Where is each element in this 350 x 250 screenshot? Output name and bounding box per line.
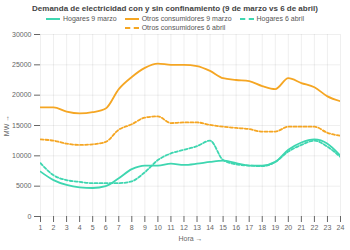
html-text:Otros consumidores 6 abril: Otros consumidores 6 abril (141, 24, 226, 31)
svg-text:24: 24 (337, 224, 345, 231)
svg-text:10: 10 (154, 224, 162, 231)
svg-text:5: 5 (91, 224, 95, 231)
svg-text:2: 2 (52, 224, 56, 231)
svg-text:23: 23 (324, 224, 332, 231)
html-text:Hogares 9 marzo: Hogares 9 marzo (63, 15, 117, 22)
svg-text:19: 19 (271, 224, 279, 231)
svg-text:20000: 20000 (12, 91, 32, 98)
svg-text:12: 12 (180, 224, 188, 231)
html-text:Hogares 6 abril: Hogares 6 abril (256, 15, 304, 22)
svg-text:MW →: MW → (3, 115, 10, 136)
html-text:Otros consumidores 9 marzo: Otros consumidores 9 marzo (141, 15, 232, 22)
svg-text:10000: 10000 (12, 152, 32, 159)
svg-text:9: 9 (143, 224, 147, 231)
svg-text:20: 20 (284, 224, 292, 231)
svg-text:18: 18 (258, 224, 266, 231)
svg-text:25000: 25000 (12, 61, 32, 68)
svg-text:1: 1 (39, 224, 43, 231)
svg-text:8: 8 (130, 224, 134, 231)
html-text:Demanda de electricidad con y: Demanda de electricidad con y sin confin… (32, 4, 318, 13)
svg-text:3: 3 (65, 224, 69, 231)
svg-text:13: 13 (193, 224, 201, 231)
svg-text:30000: 30000 (12, 31, 32, 38)
svg-text:11: 11 (167, 224, 174, 231)
svg-text:14: 14 (206, 224, 214, 231)
svg-text:4: 4 (78, 224, 82, 231)
svg-text:5000: 5000 (16, 182, 32, 189)
svg-text:6: 6 (104, 224, 108, 231)
svg-text:16: 16 (232, 224, 240, 231)
svg-text:21: 21 (297, 224, 305, 231)
svg-text:15000: 15000 (12, 122, 32, 129)
svg-text:17: 17 (245, 224, 253, 231)
svg-text:0: 0 (28, 213, 32, 220)
svg-text:7: 7 (117, 224, 121, 231)
svg-text:15: 15 (219, 224, 227, 231)
svg-text:Hora →: Hora → (178, 235, 202, 242)
svg-text:22: 22 (311, 224, 319, 231)
